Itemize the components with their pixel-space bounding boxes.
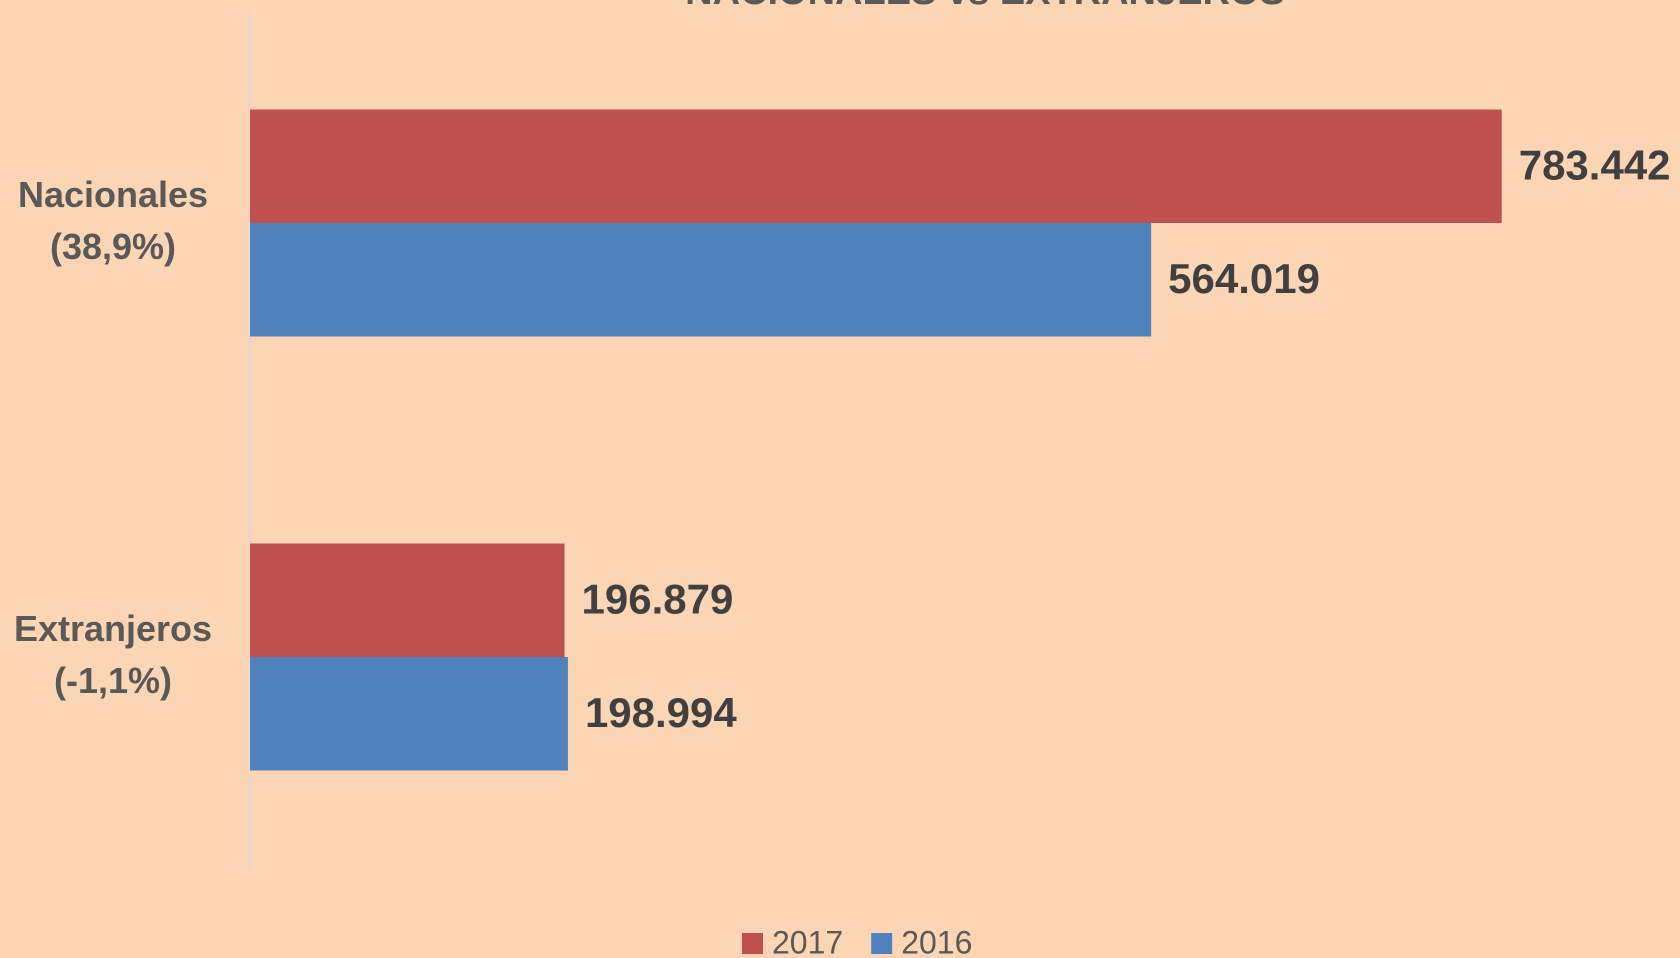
data-label: 783.442 xyxy=(1519,141,1671,188)
bar xyxy=(250,657,568,771)
data-label: 196.879 xyxy=(582,575,734,622)
bar xyxy=(250,223,1152,337)
legend-label: 2017 xyxy=(772,924,843,958)
legend-swatch xyxy=(742,933,763,954)
legend-swatch xyxy=(871,933,893,954)
bar xyxy=(250,109,1502,223)
bar xyxy=(250,543,565,657)
y-tick-label: Extranjeros (-1,1%) xyxy=(14,608,212,701)
data-label: 564.019 xyxy=(1168,255,1320,302)
data-label: 198.994 xyxy=(585,689,737,736)
y-tick-label: Nacionales (38,9%) xyxy=(18,174,208,267)
legend-label: 2016 xyxy=(901,924,972,958)
chart-title: NACIONALES vs EXTRANJEROS xyxy=(685,0,1285,13)
